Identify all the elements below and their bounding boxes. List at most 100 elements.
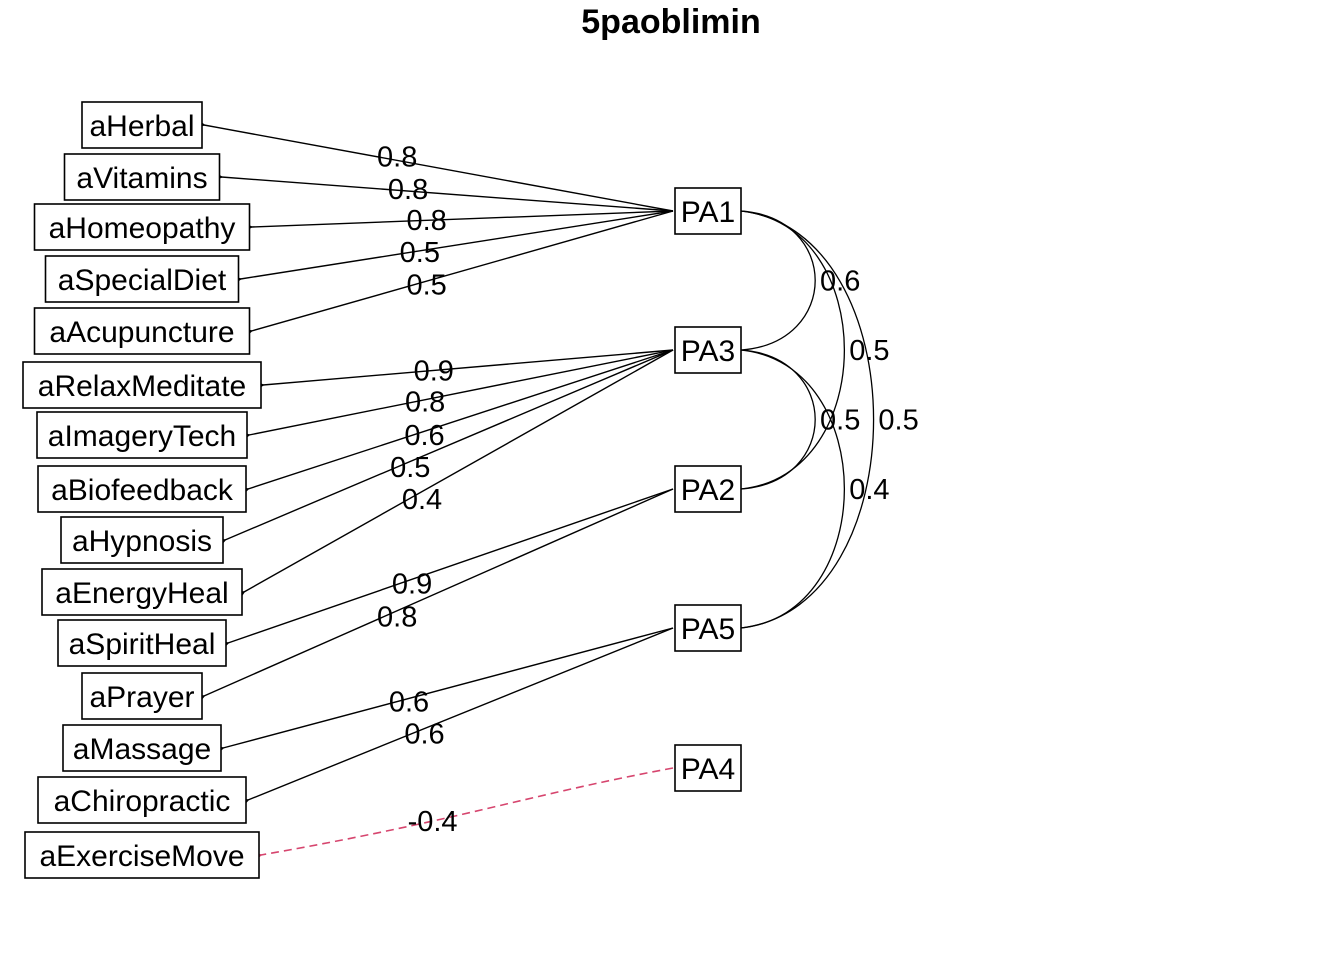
factor-box [674, 465, 742, 513]
factor-node-pa3: PA3 [674, 326, 742, 374]
observed-label: aExerciseMove [39, 840, 244, 873]
observed-label: aHerbal [89, 110, 194, 143]
observed-box [33, 203, 251, 251]
observed-box [36, 411, 248, 459]
observed-node-a-homeopathy: aHomeopathy [33, 203, 251, 251]
loading-label-a-massage: 0.6 [389, 686, 429, 718]
loading-edge-pa2-a-prayer [204, 488, 674, 696]
loading-edge-pa3-a-energy-heal [244, 349, 674, 592]
loading-edge-pa3-a-imagery-tech [249, 349, 674, 435]
factor-box [674, 744, 742, 792]
observed-box [81, 672, 203, 720]
observed-node-a-biofeedback: aBiofeedback [37, 465, 247, 513]
factor-node-pa1: PA1 [674, 187, 742, 235]
loading-edge-pa1-a-acupuncture [252, 210, 674, 331]
observed-label: aRelaxMeditate [38, 370, 246, 403]
observed-label: aImageryTech [48, 420, 236, 453]
observed-label: aHomeopathy [49, 212, 236, 245]
loading-edge-pa1-a-special-diet [241, 210, 674, 279]
observed-node-a-relax-meditate: aRelaxMeditate [22, 361, 262, 409]
observed-node-a-massage: aMassage [62, 724, 222, 772]
loading-edge-pa3-a-relax-meditate [263, 349, 674, 385]
observed-label: aPrayer [89, 681, 194, 714]
loading-label-a-energy-heal: 0.4 [402, 484, 442, 516]
loading-edge-pa5-a-massage [223, 627, 674, 748]
loading-label-a-exercise-move: -0.4 [408, 806, 458, 838]
correlation-arcs [740, 210, 875, 629]
observed-node-a-exercise-move: aExerciseMove [24, 831, 260, 879]
observed-box [44, 255, 240, 303]
factor-node-pa5: PA5 [674, 604, 742, 652]
factor-label: PA5 [681, 613, 735, 646]
observed-node-a-special-diet: aSpecialDiet [44, 255, 240, 303]
factor-box [674, 187, 742, 235]
factor-label: PA2 [681, 474, 735, 507]
observed-node-a-prayer: aPrayer [81, 672, 203, 720]
observed-node-a-vitamins: aVitamins [63, 153, 221, 201]
nodes: aHerbal aVitamins aHomeopathy aSpecialDiet a… [22, 101, 742, 879]
observed-box [63, 153, 221, 201]
edge-labels: 0.80.80.80.50.50.90.80.60.50.40.90.80.60… [377, 142, 919, 838]
loading-edge-pa3-a-biofeedback [248, 349, 674, 489]
loading-label-a-acupuncture: 0.5 [407, 269, 447, 301]
observed-label: aChiropractic [54, 785, 231, 818]
observed-box [41, 568, 243, 616]
observed-node-a-energy-heal: aEnergyHeal [41, 568, 243, 616]
loading-label-a-hypnosis: 0.5 [390, 452, 430, 484]
loading-edge-pa3-a-hypnosis [225, 349, 674, 540]
loading-label-a-biofeedback: 0.6 [404, 420, 444, 452]
loading-label-a-vitamins: 0.8 [388, 174, 428, 206]
loading-edge-pa4-a-exercise-move [261, 767, 674, 855]
factor-box [674, 326, 742, 374]
factor-label: PA1 [681, 196, 735, 229]
correlation-arc-pa1-pa3 [740, 210, 816, 351]
observed-box [33, 307, 251, 355]
observed-label: aHypnosis [72, 525, 212, 558]
correlation-arc-pa1-pa5 [740, 210, 875, 629]
observed-box [37, 465, 247, 513]
observed-label: aBiofeedback [51, 474, 234, 507]
loading-label-a-spirit-heal: 0.9 [392, 568, 432, 600]
observed-box [60, 516, 224, 564]
factor-box [674, 604, 742, 652]
observed-label: aSpecialDiet [58, 264, 227, 297]
observed-node-a-chiropractic: aChiropractic [37, 776, 247, 824]
loading-label-a-special-diet: 0.5 [400, 237, 440, 269]
correlation-label-pa3-pa5: 0.4 [849, 474, 889, 506]
observed-node-a-hypnosis: aHypnosis [60, 516, 224, 564]
loading-edge-pa2-a-spirit-heal [228, 488, 674, 643]
observed-label: aAcupuncture [49, 316, 234, 349]
correlation-arc-pa3-pa2 [740, 349, 816, 490]
loading-label-a-homeopathy: 0.8 [407, 205, 447, 237]
observed-node-a-acupuncture: aAcupuncture [33, 307, 251, 355]
observed-box [81, 101, 203, 149]
observed-box [57, 619, 227, 667]
loading-label-a-prayer: 0.8 [377, 601, 417, 633]
loading-label-a-herbal: 0.8 [377, 142, 417, 174]
loading-edge-pa5-a-chiropractic [248, 627, 674, 800]
correlation-label-pa1-pa2: 0.5 [849, 335, 889, 367]
observed-label: aMassage [73, 733, 211, 766]
observed-box [24, 831, 260, 879]
correlation-label-pa3-pa2: 0.5 [820, 405, 860, 437]
factor-node-pa2: PA2 [674, 465, 742, 513]
loading-edge-pa1-a-herbal [204, 125, 674, 212]
loading-edge-pa1-a-homeopathy [252, 210, 674, 227]
observed-label: aVitamins [76, 162, 207, 195]
correlation-label-pa1-pa5: 0.5 [878, 405, 918, 437]
factor-label: PA3 [681, 335, 735, 368]
observed-label: aEnergyHeal [55, 577, 228, 610]
observed-box [37, 776, 247, 824]
observed-node-a-imagery-tech: aImageryTech [36, 411, 248, 459]
loading-label-a-chiropractic: 0.6 [404, 719, 444, 751]
observed-label: aSpiritHeal [69, 628, 216, 661]
diagram-title: 5paoblimin [581, 3, 760, 41]
observed-box [62, 724, 222, 772]
observed-node-a-spirit-heal: aSpiritHeal [57, 619, 227, 667]
loading-label-a-relax-meditate: 0.9 [414, 356, 454, 388]
loading-edge-pa1-a-vitamins [222, 177, 674, 212]
loading-edges [204, 125, 674, 855]
factor-label: PA4 [681, 753, 735, 786]
correlation-label-pa1-pa3: 0.6 [820, 266, 860, 298]
